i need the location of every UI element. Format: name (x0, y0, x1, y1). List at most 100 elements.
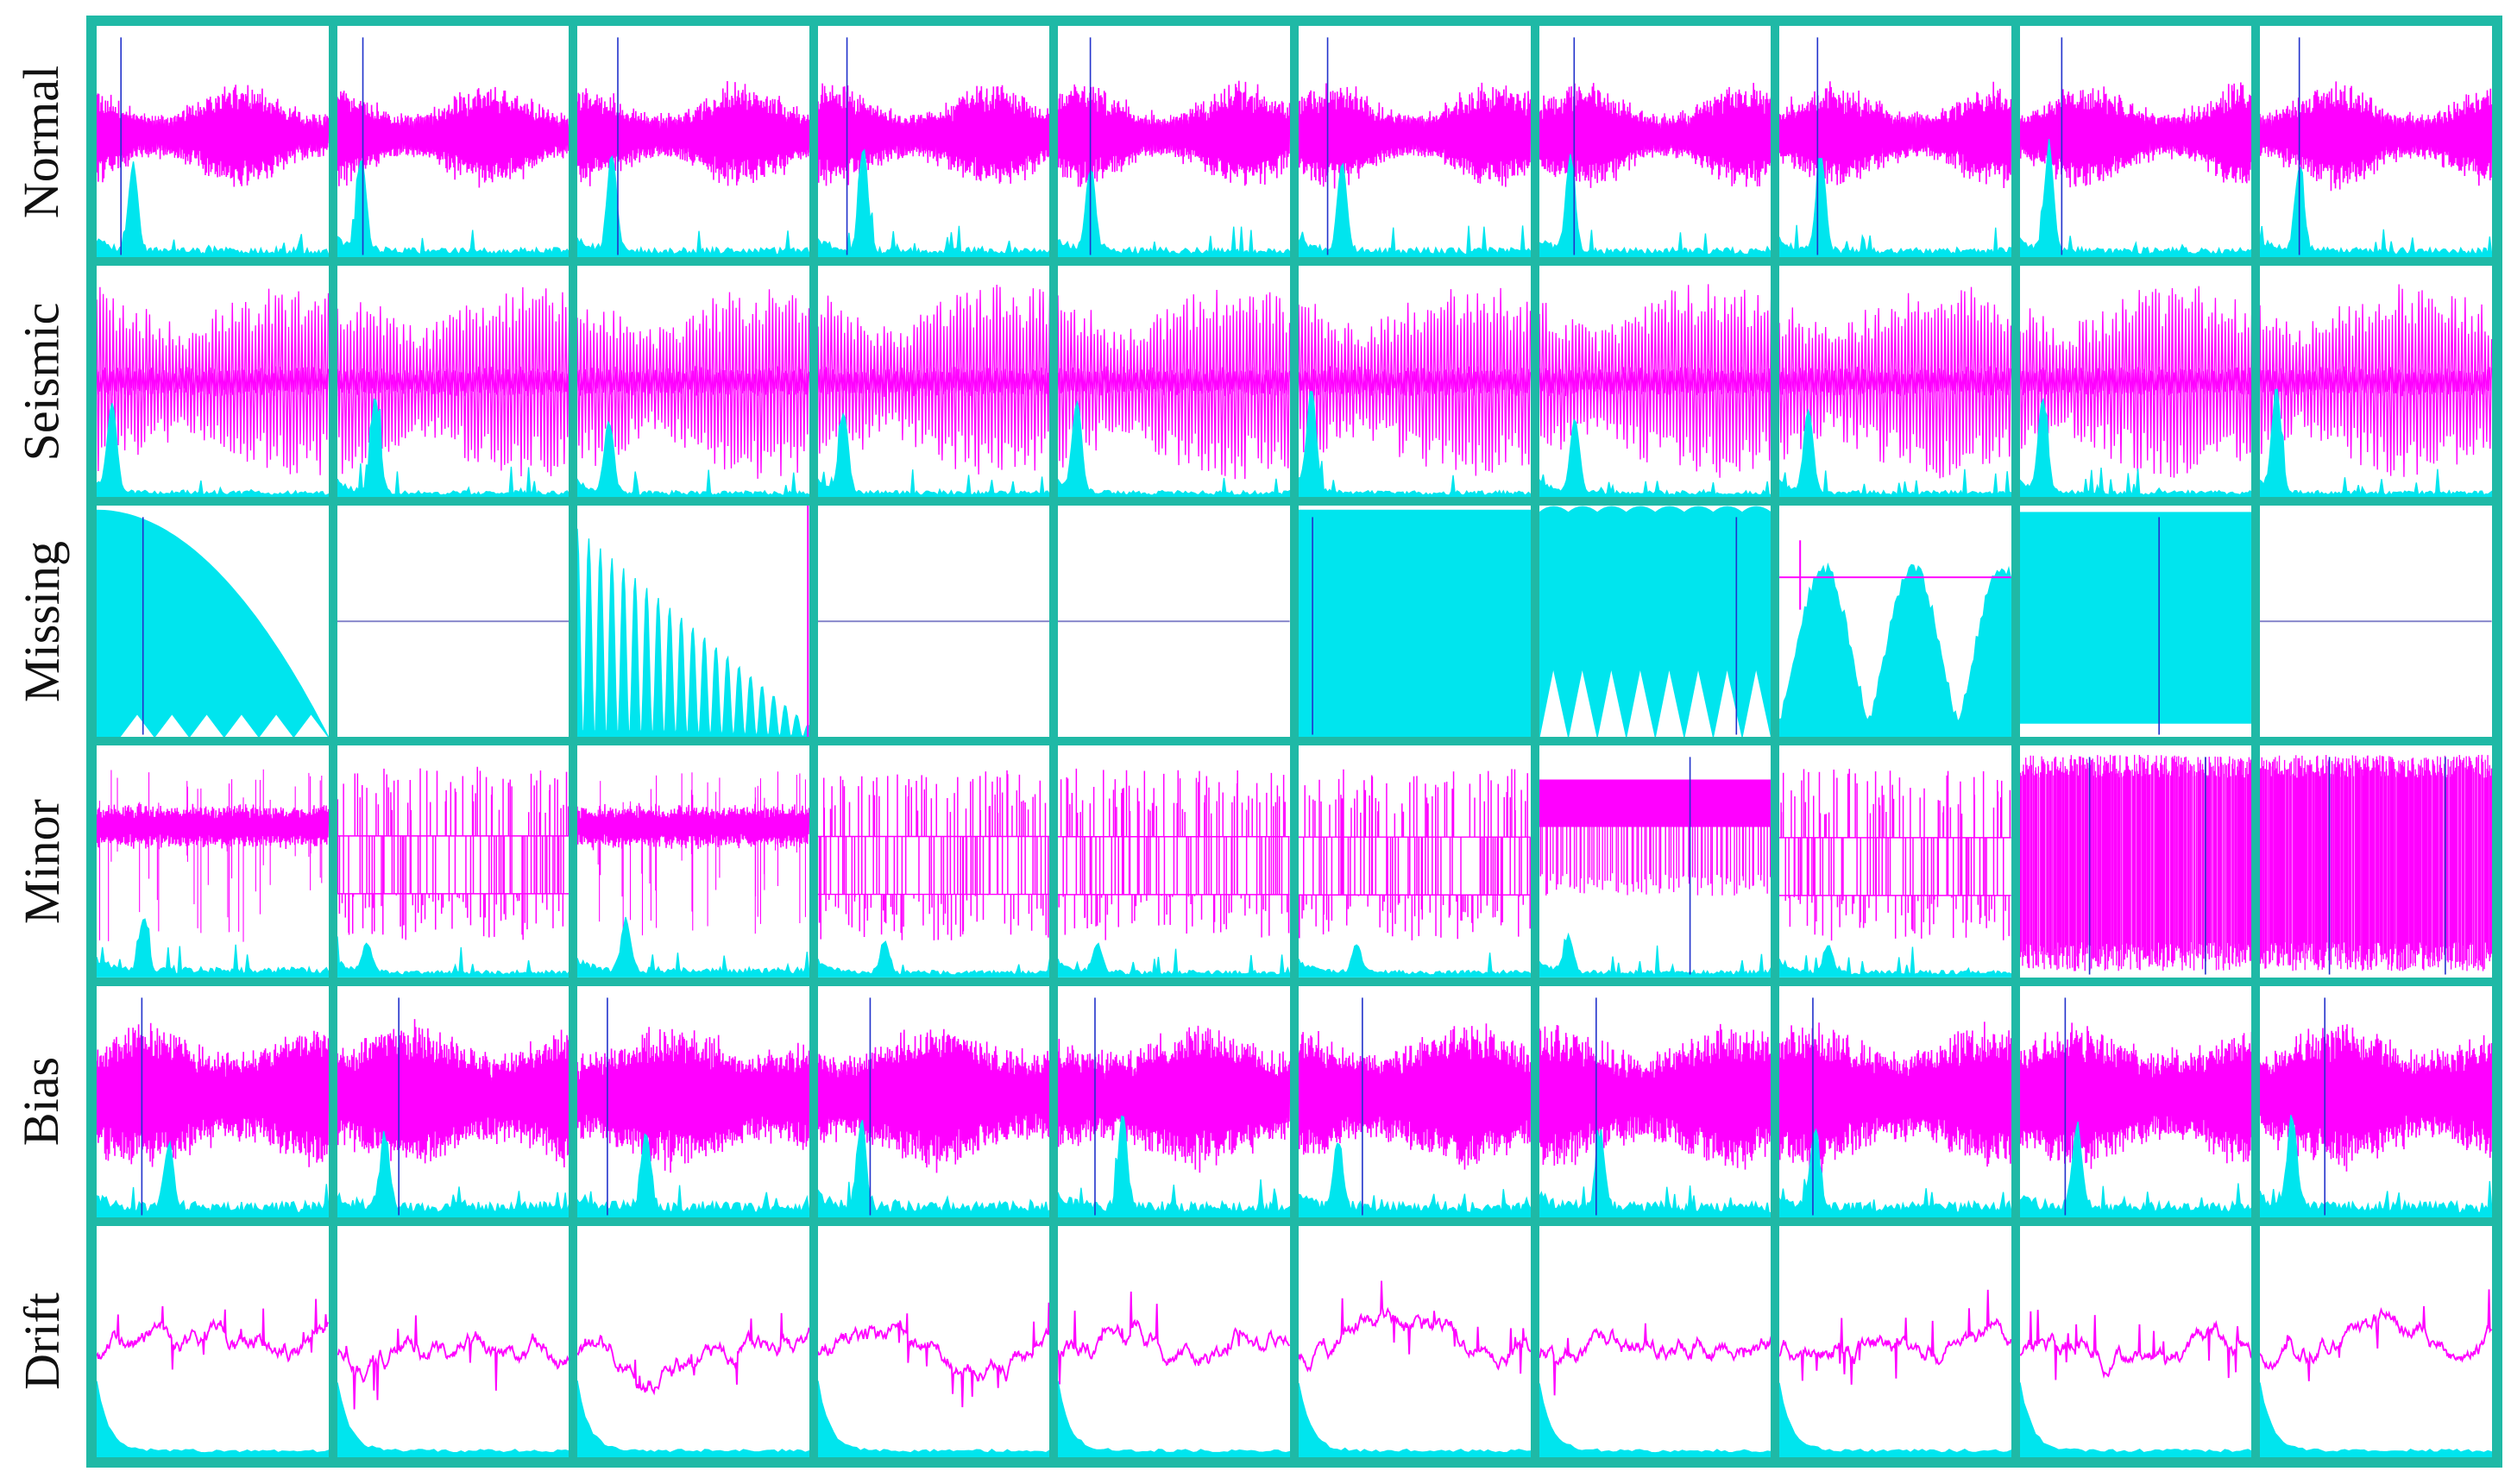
signal-panel-normal-6 (1299, 26, 1531, 258)
signal-plot (1058, 37, 1290, 258)
frequency-spectrum (1299, 1382, 1531, 1457)
frequency-spectrum (337, 1382, 570, 1457)
frequency-spectrum (97, 403, 329, 498)
time-series-trace (337, 86, 570, 188)
row-label-normal: Normal (0, 26, 83, 257)
time-series-trace (1539, 1023, 1772, 1170)
signal-plot (1539, 997, 1772, 1217)
signal-panel-bias-10 (2260, 985, 2492, 1217)
signal-panel-normal-7 (1539, 26, 1772, 258)
frequency-spectrum (1058, 399, 1290, 498)
time-series-trace (2260, 1066, 2492, 1124)
signal-panel-missing-10 (2260, 506, 2492, 738)
signal-panel-normal-3 (577, 26, 809, 258)
signal-panel-drift-9 (2019, 1225, 2252, 1457)
signal-plot (2260, 997, 2492, 1217)
time-series-trace (577, 1067, 809, 1124)
frequency-spectrum (2019, 1382, 2252, 1457)
signal-panel-minor-4 (817, 745, 1050, 978)
signal-panel-bias-1 (97, 985, 329, 1217)
frequency-spectrum (97, 1139, 329, 1217)
signal-panel-seismic-9 (2019, 266, 2252, 498)
frequency-spectrum (577, 420, 809, 498)
frequency-spectrum (1299, 391, 1531, 498)
signal-plot (97, 286, 329, 498)
time-series-trace (97, 803, 329, 850)
time-series-trace (337, 1315, 570, 1410)
signal-panel-bias-2 (337, 985, 570, 1217)
frequency-spectrum (577, 154, 809, 258)
frequency-spectrum (817, 412, 1050, 498)
time-series-trace (1058, 769, 1290, 941)
signal-panel-seismic-10 (2260, 266, 2492, 498)
signal-plot (817, 770, 1050, 978)
row-label-text: Seismic (13, 302, 70, 462)
frequency-spectrum (2260, 167, 2492, 258)
signal-plot (97, 510, 329, 738)
signal-plot (2019, 755, 2252, 975)
frequency-spectrum (1299, 162, 1531, 258)
signal-plot (1779, 37, 2011, 258)
time-series-trace (577, 289, 809, 480)
signal-panel-missing-6 (1299, 506, 1531, 738)
signal-panel-missing-7 (1539, 506, 1772, 738)
frequency-spectrum (1299, 944, 1531, 978)
time-series-trace (337, 1018, 570, 1167)
time-series-trace (1299, 82, 1531, 189)
time-series-trace (1058, 1067, 1290, 1124)
time-series-trace (97, 1067, 329, 1123)
time-series-trace (597, 771, 807, 936)
frequency-spectrum (2260, 1382, 2492, 1457)
signal-plot (1779, 1289, 2011, 1457)
signal-plot (337, 37, 570, 258)
signal-panel-minor-1 (97, 745, 329, 978)
time-series-trace (2019, 1068, 2252, 1125)
time-series-trace (1299, 1280, 1531, 1374)
signal-plot (577, 771, 809, 978)
frequency-spectrum (1779, 1128, 2011, 1217)
row-label-minor: Minor (0, 746, 83, 978)
time-series-trace (1539, 112, 1772, 159)
time-series-trace (337, 113, 570, 159)
signal-panel-bias-8 (1779, 985, 2011, 1217)
signal-panel-seismic-2 (337, 266, 570, 498)
signal-panel-normal-2 (337, 26, 570, 258)
time-series-trace (817, 1302, 1050, 1407)
time-series-trace (2019, 286, 2252, 478)
signal-plot (2260, 620, 2492, 623)
signal-panel-seismic-5 (1058, 266, 1290, 498)
signal-panel-drift-6 (1299, 1225, 1531, 1457)
signal-plot (577, 289, 809, 498)
time-series-trace (97, 366, 329, 397)
frequency-spectrum (817, 1380, 1050, 1457)
signal-plot (1058, 769, 1290, 978)
signal-plot (577, 506, 809, 738)
frequency-spectrum (577, 529, 809, 738)
time-series-trace (98, 770, 323, 943)
time-series-trace (1539, 1067, 1772, 1124)
signal-panel-minor-6 (1299, 745, 1531, 978)
signal-plot (1058, 1291, 1290, 1457)
signal-plot (1299, 510, 1531, 738)
frequency-spectrum (97, 161, 329, 258)
signal-plot (1539, 506, 1772, 738)
frequency-spectrum (1779, 946, 2011, 978)
signal-panel-minor-2 (337, 745, 570, 978)
frequency-spectrum (1299, 1142, 1531, 1217)
signal-plot (1539, 284, 1772, 498)
signal-panel-seismic-3 (577, 266, 809, 498)
signal-plot (2260, 37, 2492, 258)
time-series-trace (1058, 1291, 1290, 1385)
time-series-trace (1539, 780, 1772, 828)
signal-panel-minor-3 (577, 745, 809, 978)
signal-panel-missing-8 (1779, 506, 2011, 738)
signal-panel-bias-4 (817, 985, 1050, 1217)
time-series-trace (817, 114, 1050, 159)
signal-panel-missing-4 (817, 506, 1050, 738)
signal-panel-missing-1 (97, 506, 329, 738)
signal-panel-normal-9 (2019, 26, 2252, 258)
row-label-seismic: Seismic (0, 266, 83, 497)
signal-plot (97, 997, 329, 1217)
signal-panel-seismic-4 (817, 266, 1050, 498)
frequency-spectrum (2019, 398, 2252, 498)
